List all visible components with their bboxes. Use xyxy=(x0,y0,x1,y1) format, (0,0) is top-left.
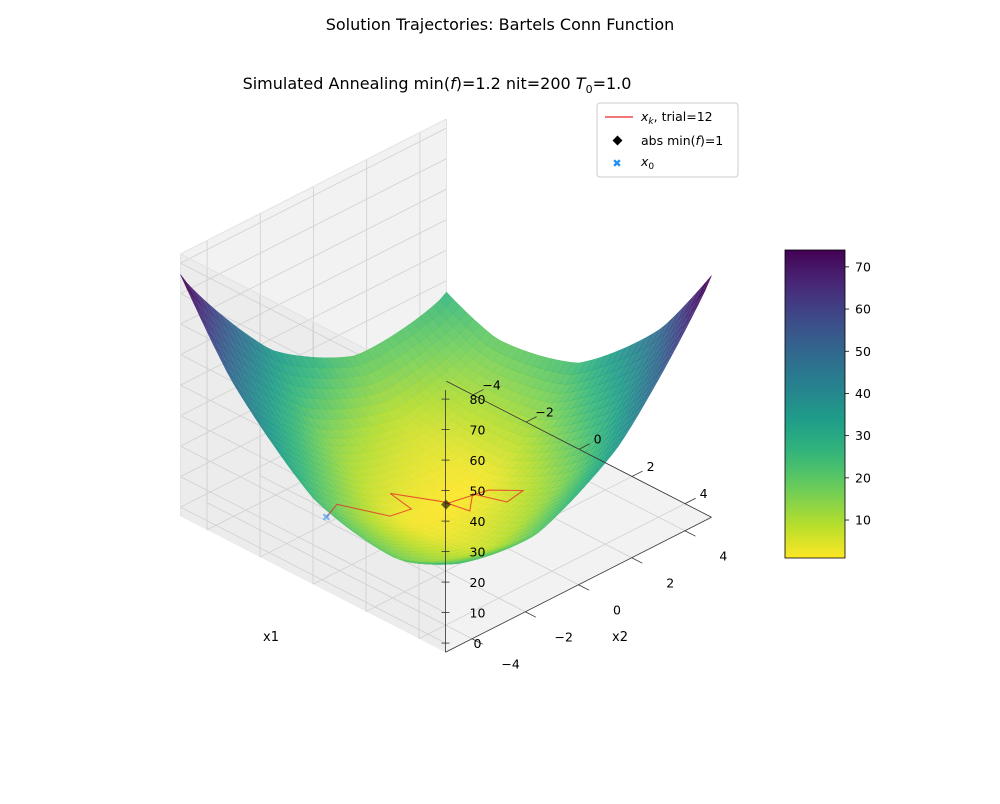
colorbar-tick-label: 40 xyxy=(855,386,871,401)
legend: xk, trial=12 abs min(f)=1 ✖ x0 xyxy=(597,103,738,177)
x-tick-label: −4 xyxy=(482,377,500,392)
axes-title: Simulated Annealing min(f)=1.2 nit=200 T… xyxy=(243,74,632,96)
x-tick-label: 2 xyxy=(647,459,655,474)
y-tick-label: −2 xyxy=(555,629,573,644)
colorbar-tick-label: 30 xyxy=(855,428,871,443)
y-tick-label: 4 xyxy=(719,548,727,563)
y-tick-label: −4 xyxy=(501,656,519,671)
colorbar-gradient xyxy=(785,250,845,558)
y-tick-mark xyxy=(632,558,643,563)
colorbar-tick-label: 70 xyxy=(855,259,871,274)
z-tick-label: 50 xyxy=(470,484,486,499)
title-T-sub: 0 xyxy=(586,83,593,96)
legend-min-label: abs min(f)=1 xyxy=(641,133,723,148)
colorbar-tick-label: 50 xyxy=(855,344,871,359)
x-axis-label: x1 xyxy=(263,630,279,645)
start-marker: ✖ xyxy=(322,511,331,524)
x-tick-mark xyxy=(685,498,696,503)
x-tick-label: 0 xyxy=(594,432,602,447)
colorbar-ticks: 10 20 30 40 50 60 70 xyxy=(845,259,871,527)
legend-start-sub: 0 xyxy=(648,162,654,172)
z-tick-label: 60 xyxy=(470,453,486,468)
z-tick-label: 80 xyxy=(470,392,486,407)
y-tick-mark xyxy=(579,585,590,590)
z-tick-label: 0 xyxy=(474,636,482,651)
figure-suptitle: Solution Trajectories: Bartels Conn Func… xyxy=(326,15,675,34)
title-prefix: Simulated Annealing min( xyxy=(243,74,451,93)
z-tick-label: 10 xyxy=(470,606,486,621)
x-tick-label: 4 xyxy=(700,486,708,501)
z-tick-label: 70 xyxy=(470,423,486,438)
y-axis-label: x2 xyxy=(612,630,628,645)
legend-min-prefix: abs min( xyxy=(641,133,696,148)
surface-face xyxy=(698,276,711,299)
y-tick-mark xyxy=(685,531,696,536)
y-tick-label: 2 xyxy=(666,575,674,590)
legend-min-suffix: )=1 xyxy=(700,133,723,148)
z-tick-label: 20 xyxy=(470,575,486,590)
title-suffix: =1.0 xyxy=(593,74,632,93)
colorbar-tick-label: 20 xyxy=(855,470,871,485)
x-tick-mark xyxy=(632,471,643,476)
z-tick-label: 30 xyxy=(470,545,486,560)
legend-traj-suffix: , trial=12 xyxy=(654,109,713,124)
colorbar: 10 20 30 40 50 60 70 xyxy=(785,250,871,558)
z-tick-label: 40 xyxy=(470,514,486,529)
colorbar-tick-label: 60 xyxy=(855,302,871,317)
legend-start-swatch: ✖ xyxy=(612,157,621,170)
title-mid: )=1.2 nit=200 xyxy=(456,74,576,93)
y-tick-label: 0 xyxy=(613,602,621,617)
x-tick-label: −2 xyxy=(535,405,553,420)
colorbar-tick-label: 10 xyxy=(855,513,871,528)
y-tick-mark xyxy=(525,612,536,617)
